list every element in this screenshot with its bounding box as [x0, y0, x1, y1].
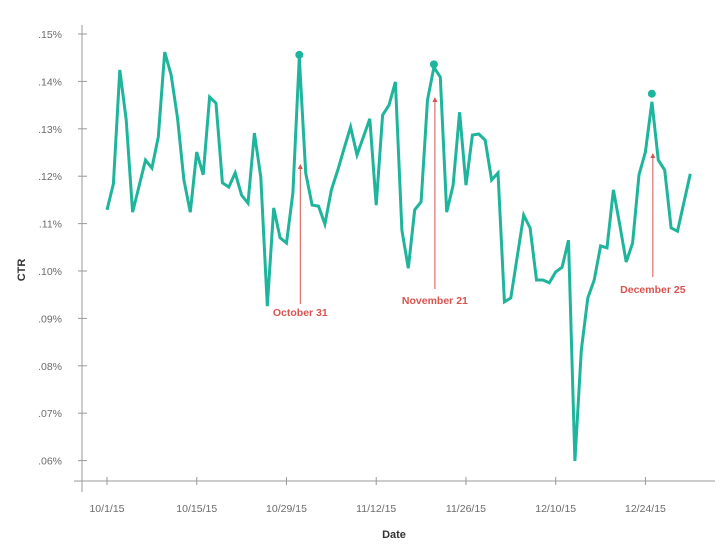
arrowhead-icon: [297, 164, 303, 169]
x-tick-label: 12/10/15: [535, 503, 576, 515]
ctr-series: [105, 51, 692, 462]
peak-marker-dot: [295, 50, 304, 59]
x-tick-label: 10/15/15: [176, 503, 217, 515]
arrowhead-icon: [432, 97, 438, 102]
y-tick-label: .15%: [38, 29, 62, 41]
annotation-label: November 21: [402, 295, 468, 307]
peak-marker-dot: [429, 60, 438, 69]
x-axis: 10/1/15 10/15/15 10/29/15 11/12/15 11/26/15 1…: [74, 477, 715, 515]
x-tick-label: 10/29/15: [266, 503, 307, 515]
x-axis-title: Date: [382, 529, 406, 541]
y-axis: .15% .14% .13% .12% .11% .10% .09% .08% .07% .06%: [38, 25, 87, 492]
y-tick-label: .07%: [38, 408, 62, 420]
arrowhead-icon: [650, 153, 656, 158]
y-tick-label: .14%: [38, 76, 62, 88]
y-tick-label: .10%: [38, 266, 62, 278]
annotation-label: October 31: [273, 307, 328, 319]
y-tick-label: .08%: [38, 361, 62, 373]
annotation-label: December 25: [620, 284, 686, 296]
ctr-line: [105, 51, 692, 462]
x-tick-label: 10/1/15: [89, 503, 124, 515]
x-tick-label: 12/24/15: [625, 503, 666, 515]
y-tick-label: .09%: [38, 313, 62, 325]
x-tick-label: 11/26/15: [446, 503, 486, 515]
annotations: October 31 November 21 December 25: [273, 97, 686, 319]
y-tick-label: .11%: [39, 219, 62, 231]
y-tick-label: .06%: [38, 456, 62, 468]
y-axis-title: CTR: [16, 259, 28, 282]
y-tick-label: .12%: [38, 171, 62, 183]
peak-marker-dot: [647, 89, 656, 98]
y-tick-label: .13%: [38, 124, 62, 136]
peak-markers: [295, 50, 656, 98]
x-tick-label: 11/12/15: [356, 503, 396, 515]
